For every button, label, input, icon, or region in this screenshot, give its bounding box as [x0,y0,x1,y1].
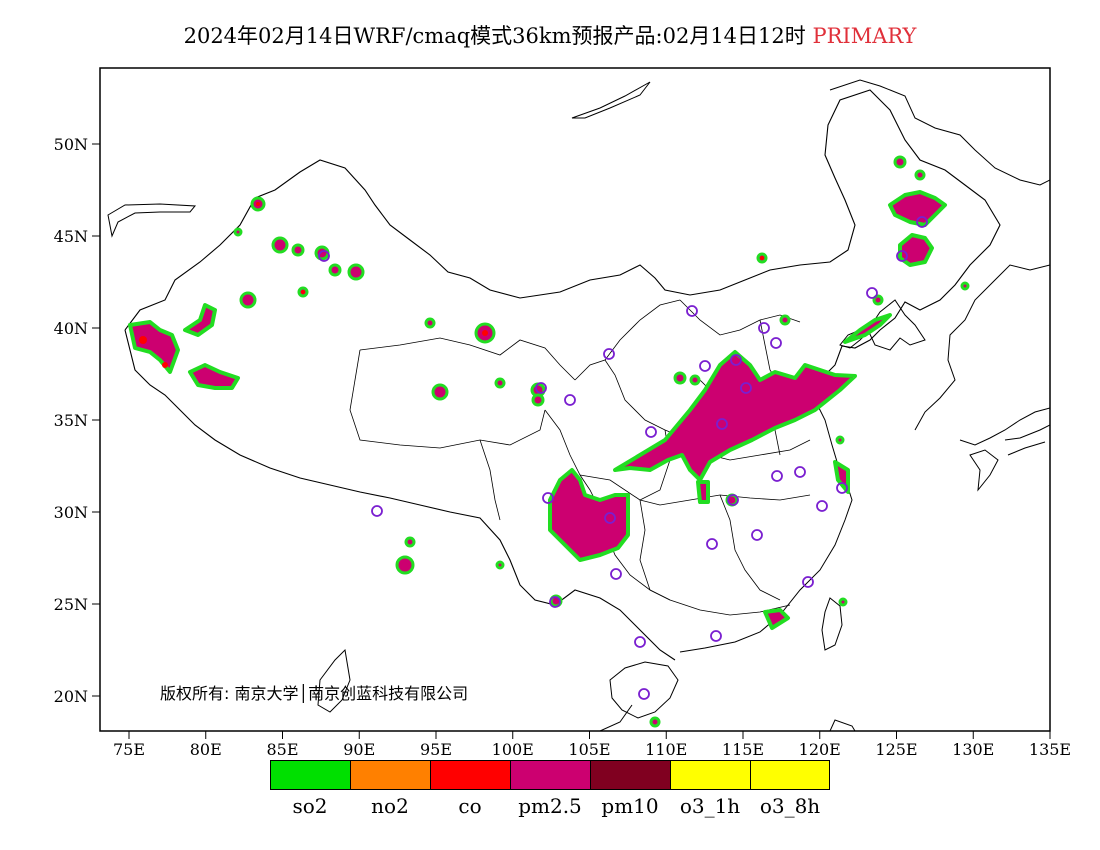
lon-tick-label: 80E [190,740,222,759]
lat-tick-label: 20N [54,687,88,706]
legend: so2 no2 co pm2.5 pm10 o3_1h o3_8h [270,760,830,818]
legend-swatch [750,760,830,790]
legend-label: co [458,794,482,818]
legend-item: so2 [270,760,350,818]
lon-tick-label: 95E [420,740,452,759]
lon-tick-label: 110E [645,740,687,759]
lat-tick-label: 25N [54,595,88,614]
lon-tick-label: 115E [722,740,764,759]
legend-item: co [430,760,510,818]
lon-tick-label: 100E [492,740,534,759]
lat-tick-label: 40N [54,319,88,338]
legend-label: pm10 [601,794,659,818]
legend-label: o3_1h [679,794,741,818]
national-border [124,89,1001,396]
title-highlight: PRIMARY [812,24,917,48]
legend-label: so2 [292,794,328,818]
lon-tick-label: 135E [1029,740,1071,759]
lat-tick-label: 50N [54,135,88,154]
lon-tick-label: 75E [113,740,145,759]
legend-swatch [350,760,430,790]
southern-border [124,329,676,661]
lat-tick-label: 30N [54,503,88,522]
station-markers [318,216,928,700]
province-boundaries [349,299,811,616]
lon-tick-label: 130E [952,740,994,759]
coastline-layer [107,79,1050,731]
legend-item: o3_8h [750,760,830,818]
legend-item: o3_1h [670,760,750,818]
lon-tick-label: 90E [343,740,375,759]
copyright-text: 版权所有: 南京大学│南京创蓝科技有限公司 [160,684,469,703]
legend-swatch [590,760,670,790]
legend-swatch [430,760,510,790]
legend-swatch [510,760,590,790]
longitude-axis: 75E 80E 85E 90E 95E 100E 105E 110E 115E 120E 125E 1… [113,731,1071,759]
map-frame [99,67,1051,732]
lon-tick-label: 85E [266,740,298,759]
lon-tick-label: 120E [799,740,841,759]
map-title: 2024年02月14日WRF/cmaq模式36km预报产品:02月14日12时 … [0,20,1100,50]
legend-label: pm2.5 [518,794,582,818]
legend-item: no2 [350,760,430,818]
title-text: 2024年02月14日WRF/cmaq模式36km预报产品:02月14日12时 [183,24,806,48]
lat-tick-label: 35N [54,411,88,430]
legend-swatch [270,760,350,790]
legend-label: o3_8h [759,794,821,818]
pollution-layer [128,155,970,728]
lon-tick-label: 125E [875,740,917,759]
lon-tick-label: 105E [568,740,610,759]
lat-tick-label: 45N [54,227,88,246]
legend-item: pm2.5 [510,760,590,818]
legend-label: no2 [371,794,409,818]
legend-swatch [670,760,750,790]
latitude-axis: 50N 45N 40N 35N 30N 25N 20N [54,135,100,706]
legend-item: pm10 [590,760,670,818]
map-area [107,79,1050,731]
